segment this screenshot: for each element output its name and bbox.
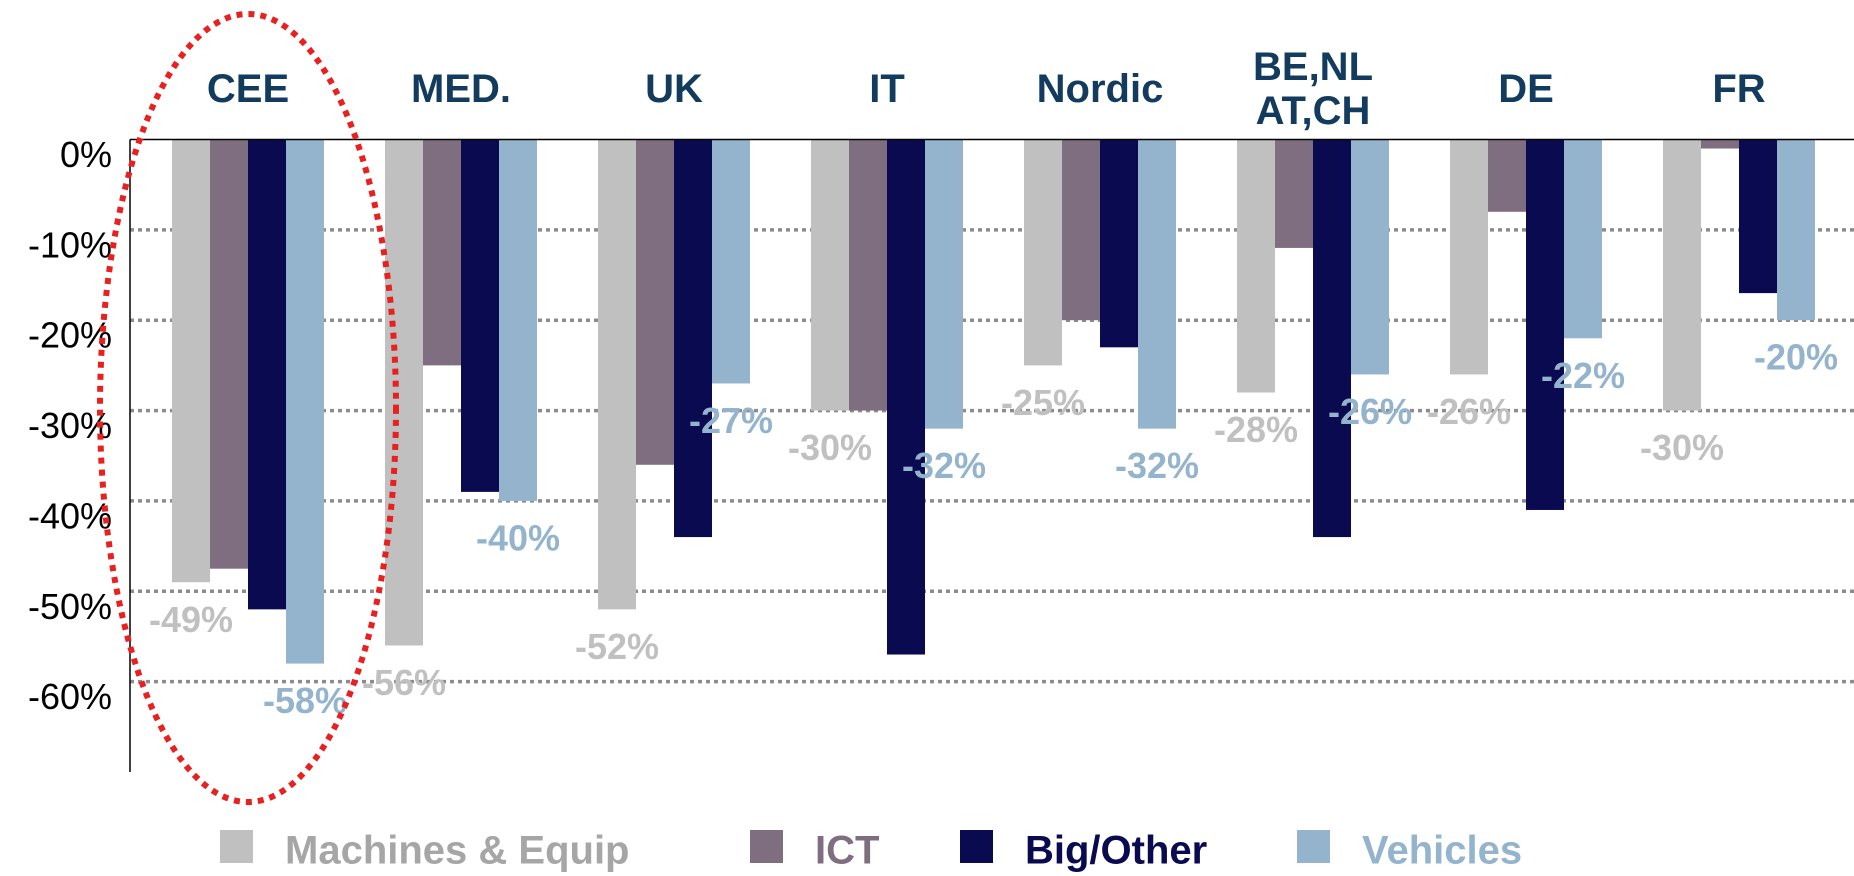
bar xyxy=(674,139,712,538)
bar xyxy=(1777,139,1815,321)
data-label: -49% xyxy=(149,599,233,640)
data-label: -32% xyxy=(1115,445,1199,486)
bar xyxy=(499,139,537,501)
y-tick-label: -60% xyxy=(28,676,112,717)
highlight-ellipse xyxy=(97,11,399,805)
bar xyxy=(1663,139,1701,411)
bar xyxy=(1062,139,1100,321)
data-label: -56% xyxy=(362,662,446,703)
bar xyxy=(461,139,499,492)
legend-label: Machines & Equip xyxy=(285,829,630,873)
bar xyxy=(1313,139,1351,538)
bar xyxy=(1701,139,1739,149)
category-label: BE,NL AT,CH xyxy=(1253,45,1373,133)
category-label: DE xyxy=(1498,67,1554,111)
bar xyxy=(1138,139,1176,429)
bar xyxy=(1351,139,1389,375)
data-label: -52% xyxy=(575,626,659,667)
bar xyxy=(1450,139,1488,375)
legend-label: ICT xyxy=(815,829,879,873)
bar xyxy=(1488,139,1526,212)
category-label: CEE xyxy=(206,67,290,111)
data-label: -28% xyxy=(1214,409,1298,450)
y-tick-label: -10% xyxy=(28,224,112,265)
data-label: -22% xyxy=(1541,355,1625,396)
category-label: UK xyxy=(645,67,703,111)
legend-swatch xyxy=(960,830,993,863)
data-label: -40% xyxy=(476,517,560,558)
bar xyxy=(887,139,925,655)
bar xyxy=(598,139,636,610)
y-tick-label: -20% xyxy=(28,315,112,356)
bar xyxy=(1564,139,1602,339)
legend-swatch xyxy=(1297,830,1330,863)
legend-label: Vehicles xyxy=(1362,829,1522,873)
bar xyxy=(811,139,849,411)
legend-label: Big/Other xyxy=(1025,829,1207,873)
bar xyxy=(1526,139,1564,510)
bar xyxy=(849,139,887,411)
bar xyxy=(712,139,750,384)
bar xyxy=(1237,139,1275,393)
data-label: -30% xyxy=(788,427,872,468)
data-label: -20% xyxy=(1754,337,1838,378)
y-tick-label: -40% xyxy=(28,495,112,536)
bar xyxy=(925,139,963,429)
bar xyxy=(1100,139,1138,348)
bar xyxy=(636,139,674,465)
data-label: -58% xyxy=(263,680,347,721)
bar xyxy=(286,139,324,664)
bar xyxy=(172,139,210,583)
data-label: -30% xyxy=(1640,427,1724,468)
y-tick-label: -50% xyxy=(28,586,112,627)
legend-swatch xyxy=(220,830,253,863)
data-label: -26% xyxy=(1328,391,1412,432)
data-label: -25% xyxy=(1001,382,1085,423)
bar xyxy=(423,139,461,366)
bar xyxy=(210,139,248,569)
y-tick-label: 0% xyxy=(60,134,112,175)
category-label: MED. xyxy=(411,67,511,111)
bar xyxy=(1275,139,1313,248)
category-label: Nordic xyxy=(1036,67,1164,111)
bar xyxy=(1739,139,1777,294)
bar xyxy=(248,139,286,610)
category-label: IT xyxy=(869,67,905,111)
data-label: -32% xyxy=(902,445,986,486)
legend-swatch xyxy=(750,830,783,863)
bar xyxy=(385,139,423,646)
data-label: -27% xyxy=(689,400,773,441)
category-label: FR xyxy=(1712,67,1766,111)
data-label: -26% xyxy=(1427,391,1511,432)
bar xyxy=(1024,139,1062,366)
